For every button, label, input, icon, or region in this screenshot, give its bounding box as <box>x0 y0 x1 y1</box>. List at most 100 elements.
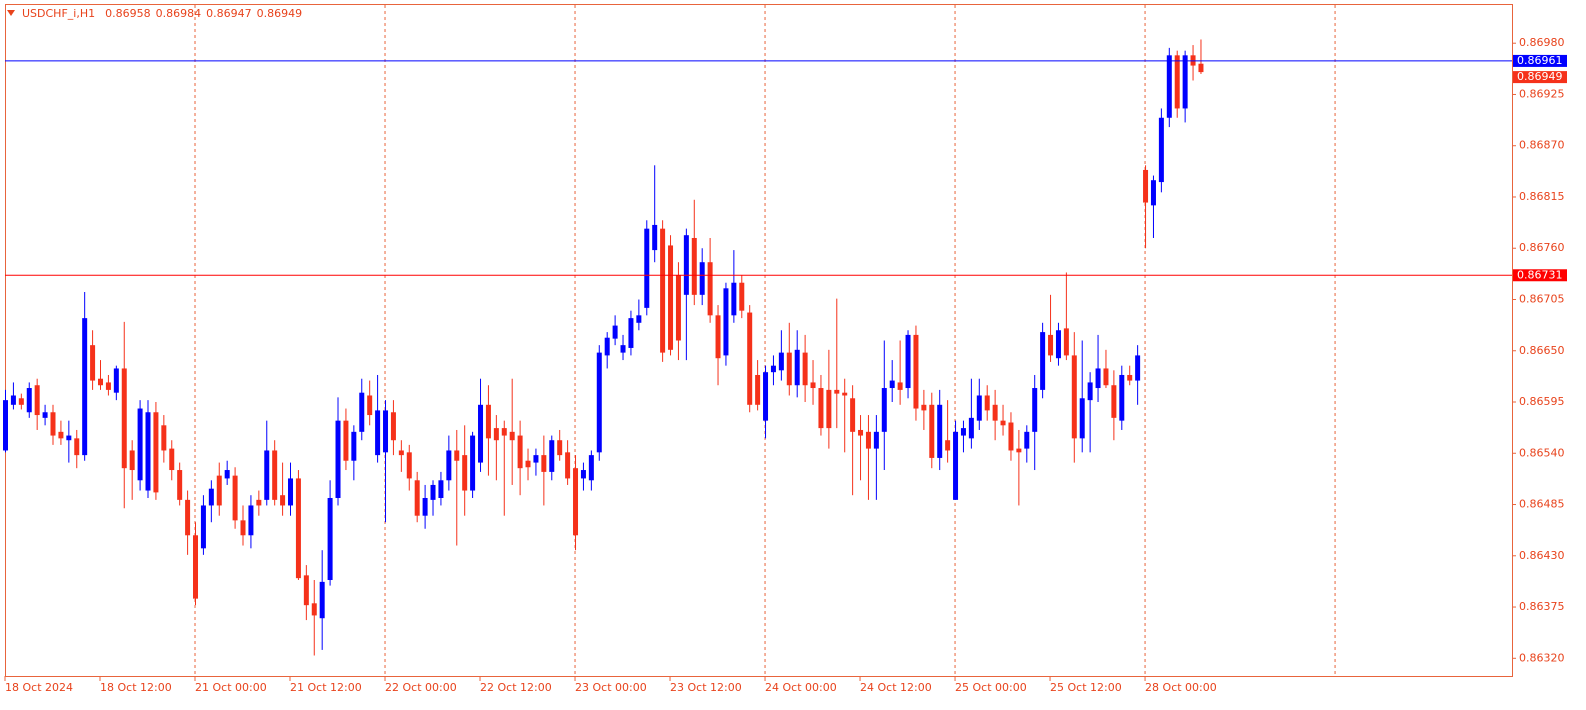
candle-body <box>232 475 238 521</box>
candle-body <box>897 382 903 390</box>
y-tick-label: 0.86595 <box>1519 395 1565 408</box>
candle-body <box>240 520 246 536</box>
candle-body <box>1055 330 1061 359</box>
level-tag <box>1513 269 1567 282</box>
candle-body <box>1048 334 1054 356</box>
x-tick-label: 18 Oct 12:00 <box>100 681 172 694</box>
candle-body <box>826 389 832 429</box>
x-tick-label: 24 Oct 00:00 <box>765 681 837 694</box>
candle-body <box>1111 385 1117 418</box>
candle-body <box>1087 382 1093 401</box>
candle-body <box>288 478 294 506</box>
candle-body <box>1143 169 1149 203</box>
candle-body <box>1016 448 1022 453</box>
y-tick-label: 0.86870 <box>1519 139 1565 152</box>
candle-body <box>438 480 444 498</box>
candle-body <box>390 412 396 441</box>
bid-tag-label: 0.86949 <box>1517 70 1563 83</box>
candle-body <box>414 480 420 516</box>
candle-body <box>311 603 317 616</box>
candle-body <box>517 435 523 469</box>
candle-body <box>889 380 895 389</box>
candle-body <box>834 389 840 394</box>
candle-body <box>1095 368 1101 389</box>
candle-body <box>850 398 856 432</box>
candle-body <box>1127 374 1133 381</box>
candle-body <box>683 235 689 295</box>
candle-body <box>169 448 175 471</box>
candle-body <box>778 352 784 371</box>
candle-body <box>153 412 159 493</box>
candle-body <box>873 431 879 449</box>
y-tick-label: 0.86375 <box>1519 600 1565 613</box>
candle-body <box>3 400 8 451</box>
candle-body <box>818 388 824 429</box>
candle-body <box>129 450 135 471</box>
candle-body <box>280 495 286 506</box>
candle-body <box>565 452 571 479</box>
candle-body <box>620 345 626 353</box>
candle-body <box>865 431 871 449</box>
candle-body <box>786 352 792 386</box>
candle-body <box>185 499 191 536</box>
candle-body <box>42 412 48 418</box>
x-tick-label: 25 Oct 00:00 <box>955 681 1027 694</box>
candle-body <box>794 349 800 386</box>
candle-body <box>430 484 436 500</box>
candle-body <box>937 404 943 458</box>
candle-body <box>557 440 563 456</box>
candle-body <box>644 228 650 308</box>
candle-body <box>462 455 468 491</box>
collapse-icon[interactable] <box>7 10 15 16</box>
candle-body <box>770 365 776 373</box>
candle-body <box>675 275 681 341</box>
candle-body <box>573 468 579 536</box>
candle-body <box>1063 328 1069 356</box>
candle-body <box>1024 431 1030 449</box>
candle-body <box>992 404 998 421</box>
candle-body <box>224 470 230 479</box>
candle-body <box>50 412 56 436</box>
candle-body <box>208 488 214 506</box>
candle-body <box>1103 368 1109 386</box>
candle-body <box>604 337 610 356</box>
candle-body <box>921 404 927 411</box>
candle-body <box>34 385 40 416</box>
candle-body <box>715 315 721 359</box>
x-tick-label: 22 Oct 00:00 <box>385 681 457 694</box>
candle-body <box>303 575 309 606</box>
x-tick-label: 25 Oct 12:00 <box>1050 681 1122 694</box>
candle-body <box>691 237 697 295</box>
y-tick-label: 0.86430 <box>1519 549 1565 562</box>
candle-body <box>1198 63 1204 73</box>
candle-body <box>731 282 737 316</box>
candle-body <box>1158 117 1164 183</box>
candle-body <box>525 460 531 468</box>
candle-body <box>351 431 357 461</box>
candle-body <box>383 410 389 453</box>
x-tick-label: 18 Oct 2024 <box>5 681 73 694</box>
candle-body <box>367 395 373 416</box>
candle-body <box>913 334 919 409</box>
header-close: 0.86949 <box>257 7 303 20</box>
candle-body <box>98 378 104 386</box>
x-tick-label: 21 Oct 00:00 <box>195 681 267 694</box>
level-tag-label: 0.86961 <box>1517 54 1563 67</box>
candle-body <box>145 412 151 491</box>
candle-body <box>580 470 586 479</box>
candle-body <box>810 382 816 389</box>
y-tick-label: 0.86815 <box>1519 190 1565 203</box>
candle-body <box>652 224 658 251</box>
candle-body <box>739 282 745 311</box>
candle-body <box>1040 332 1046 390</box>
y-tick-label: 0.86925 <box>1519 87 1565 100</box>
candle-body <box>200 505 206 549</box>
candle-body <box>723 288 729 356</box>
candle-body <box>177 470 183 500</box>
candle-body <box>113 368 119 393</box>
candle-body <box>406 452 412 479</box>
x-tick-label: 28 Oct 00:00 <box>1145 681 1217 694</box>
